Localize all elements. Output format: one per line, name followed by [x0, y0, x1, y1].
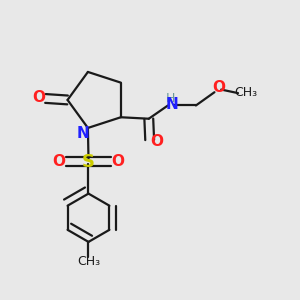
Text: O: O	[32, 90, 46, 105]
Text: H: H	[166, 92, 176, 106]
Text: CH₃: CH₃	[77, 255, 100, 268]
Text: O: O	[111, 154, 124, 169]
Text: O: O	[151, 134, 164, 149]
Text: S: S	[82, 153, 95, 171]
Text: N: N	[76, 126, 89, 141]
Text: CH₃: CH₃	[235, 86, 258, 99]
Text: O: O	[212, 80, 225, 95]
Text: N: N	[166, 98, 179, 112]
Text: O: O	[52, 154, 65, 169]
